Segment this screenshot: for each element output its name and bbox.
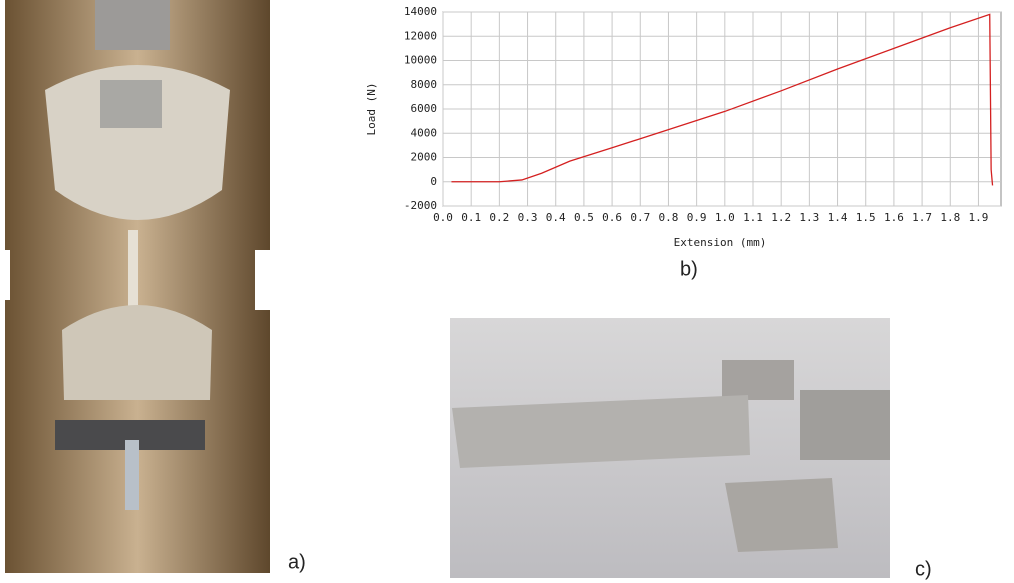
y-tick-label: 10000 [404, 54, 437, 67]
x-tick-label: 0.5 [574, 211, 594, 224]
x-tick-label: 0.4 [546, 211, 566, 224]
figure: a) b) c) Extension (mm) Load (N) -2000 0 2… [0, 0, 1014, 583]
x-tick-label: 0.6 [602, 211, 622, 224]
y-tick-label: 14000 [404, 5, 437, 18]
panel-label: a) [288, 551, 306, 573]
x-tick-label: 0.7 [630, 211, 650, 224]
panel-label: c) [915, 558, 932, 580]
x-tick-label: 0.2 [489, 211, 509, 224]
x-tick-label: 0.8 [659, 211, 679, 224]
x-tick-label: 1.7 [912, 211, 932, 224]
x-tick-label: 0.1 [461, 211, 481, 224]
x-tick-label: 0.3 [518, 211, 538, 224]
y-tick-label: 12000 [404, 29, 437, 42]
y-tick-label: 0 [430, 175, 437, 188]
x-tick-label: 1.0 [715, 211, 735, 224]
x-tick-label: 1.4 [828, 211, 848, 224]
page: a) b) c) Extension (mm) Load (N) -2000 0 2… [0, 0, 1014, 583]
x-tick-label: 1.5 [856, 211, 876, 224]
y-tick-label: 4000 [411, 126, 438, 139]
x-tick-label: 0.0 [433, 211, 453, 224]
y-tick-label: -2000 [404, 199, 437, 212]
x-tick-label: 1.8 [940, 211, 960, 224]
x-tick-label: 1.9 [969, 211, 989, 224]
y-tick-label: 6000 [411, 102, 438, 115]
photo-testing-machine [0, 0, 270, 573]
x-tick-label: 1.2 [771, 211, 791, 224]
panel-label: b) [680, 258, 698, 280]
x-tick-label: 0.9 [687, 211, 707, 224]
x-tick-label: 1.6 [884, 211, 904, 224]
y-tick-label: 2000 [411, 151, 438, 164]
y-tick-label: 8000 [411, 78, 438, 91]
y-axis-label: Load (N) [365, 83, 378, 136]
x-tick-label: 1.1 [743, 211, 763, 224]
x-axis-label: Extension (mm) [674, 236, 767, 249]
photo-specimens [450, 318, 890, 578]
x-tick-label: 1.3 [799, 211, 819, 224]
